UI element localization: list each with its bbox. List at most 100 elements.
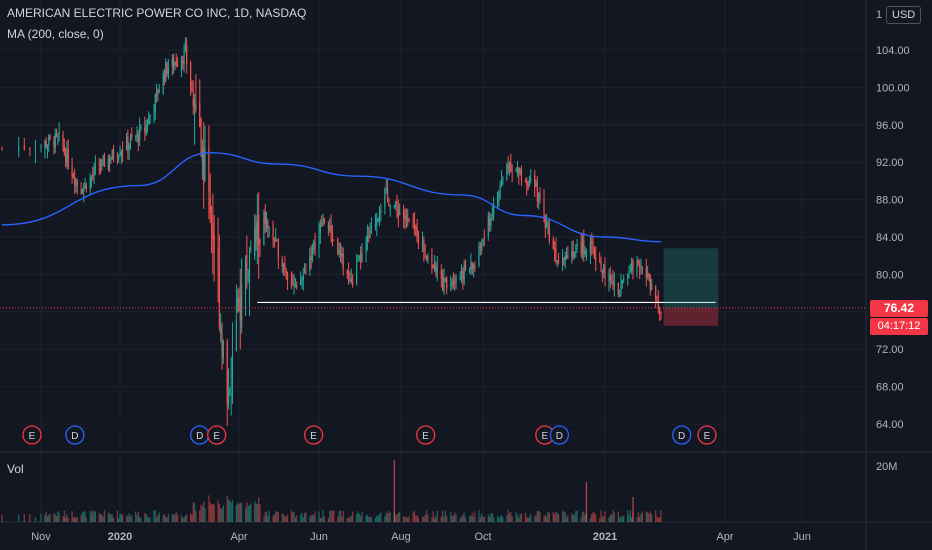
volume-bar xyxy=(350,515,352,522)
volume-bar xyxy=(507,510,509,522)
dividend-marker[interactable]: D xyxy=(549,425,570,445)
dividend-marker-circle xyxy=(672,425,692,445)
volume-bar xyxy=(636,517,638,522)
volume-bar xyxy=(272,515,274,522)
volume-bar xyxy=(397,513,399,522)
volume-bar xyxy=(479,517,481,522)
candle-body xyxy=(209,197,211,213)
y-tick-label: 64.00 xyxy=(876,419,904,431)
volume-bar xyxy=(627,510,629,522)
candle-body xyxy=(275,238,277,242)
volume-bar xyxy=(99,514,102,522)
dividend-marker[interactable]: D xyxy=(672,425,692,445)
volume-bar xyxy=(122,514,124,522)
candle-body xyxy=(305,271,307,274)
volume-bar xyxy=(434,517,436,522)
earnings-marker[interactable]: E xyxy=(22,425,42,445)
earnings-marker[interactable]: E xyxy=(535,425,555,445)
candle-body xyxy=(631,260,633,271)
volume-bar xyxy=(184,515,186,522)
dividend-marker[interactable]: D xyxy=(65,425,85,445)
volume-bar xyxy=(462,514,464,522)
candle-body xyxy=(66,150,68,163)
candle-body xyxy=(647,274,649,277)
volume-bar xyxy=(539,511,541,522)
volume-bar xyxy=(538,510,540,522)
candle-body xyxy=(510,162,512,172)
volume-bar xyxy=(527,517,529,522)
volume-bar xyxy=(250,503,252,522)
volume-bar xyxy=(557,514,560,522)
event-marker-label: D xyxy=(556,431,563,442)
candle-body xyxy=(403,210,405,219)
bar-countdown: 04:17:12 xyxy=(870,318,928,335)
dividend-marker[interactable]: D xyxy=(190,425,210,445)
candle-body xyxy=(54,133,56,148)
volume-bar xyxy=(44,514,46,522)
currency-button[interactable]: USD xyxy=(886,6,922,24)
volume-bar xyxy=(554,514,556,522)
candle-body xyxy=(156,90,158,93)
candle-body xyxy=(407,218,409,220)
volume-bar xyxy=(515,512,517,522)
volume-bar xyxy=(640,513,642,522)
candle-body xyxy=(53,140,55,147)
candle-body xyxy=(85,184,87,190)
volume-bar xyxy=(519,514,521,522)
volume-bar xyxy=(506,515,508,522)
volume-bar xyxy=(632,497,634,522)
volume-bar xyxy=(167,513,169,522)
y-tick-label: 84.00 xyxy=(876,232,904,244)
candle-body xyxy=(144,127,146,132)
candle-body xyxy=(186,45,188,65)
y-tick-label: 100.00 xyxy=(876,82,910,94)
candle-body xyxy=(621,280,623,283)
volume-bar xyxy=(368,516,370,522)
volume-bar xyxy=(221,508,223,522)
candle-body xyxy=(129,136,132,144)
candle-body xyxy=(55,133,58,135)
event-marker-label: E xyxy=(213,431,220,442)
candle-body xyxy=(376,218,378,226)
candle-body xyxy=(89,176,91,190)
volume-bar xyxy=(112,517,115,522)
volume-bar xyxy=(585,482,588,522)
candle-body xyxy=(440,269,442,279)
candle-body xyxy=(296,285,298,288)
volume-bar xyxy=(89,510,91,522)
y-tick-label: 80.00 xyxy=(876,269,904,281)
candle-body xyxy=(116,157,119,159)
volume-bar xyxy=(621,517,623,522)
candle-body xyxy=(319,224,321,233)
volume-bar xyxy=(254,500,256,522)
earnings-marker[interactable]: E xyxy=(303,425,324,445)
volume-bar xyxy=(166,517,168,522)
candle-body xyxy=(405,215,407,220)
volume-bar xyxy=(656,516,658,522)
candle-body xyxy=(424,253,426,255)
candle-body xyxy=(173,56,175,67)
candle-body xyxy=(148,116,150,124)
candle-body xyxy=(244,262,247,294)
candle-body xyxy=(318,231,320,248)
candle-body xyxy=(80,188,82,194)
ma-indicator-label[interactable]: MA (200, close, 0) xyxy=(7,27,104,41)
candle-body xyxy=(84,182,86,188)
earnings-marker[interactable]: E xyxy=(697,425,717,445)
candle-body xyxy=(637,260,639,264)
candle-body xyxy=(44,141,46,148)
volume-bar xyxy=(459,517,461,522)
candle-body xyxy=(292,283,294,285)
earnings-marker[interactable]: E xyxy=(415,425,436,445)
volume-bar xyxy=(463,512,465,522)
volume-label[interactable]: Vol xyxy=(7,462,24,476)
volume-bar xyxy=(337,516,339,522)
candle-body xyxy=(309,257,311,272)
candle-body xyxy=(184,47,186,50)
candle-body xyxy=(208,146,210,192)
volume-bar xyxy=(376,515,378,522)
earnings-marker[interactable]: E xyxy=(207,425,227,445)
volume-bar xyxy=(165,516,167,522)
